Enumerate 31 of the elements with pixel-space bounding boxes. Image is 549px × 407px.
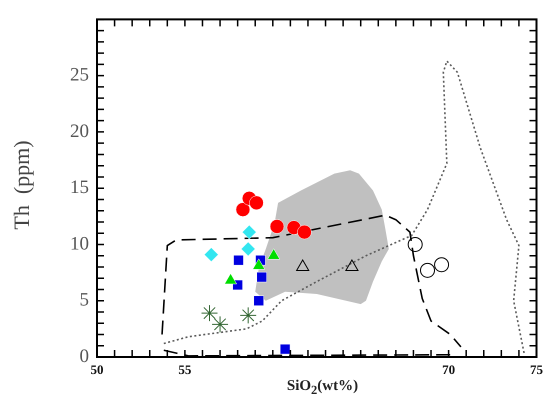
x-tick-label: 70 xyxy=(442,362,456,378)
y-tick-label: 25 xyxy=(70,64,89,86)
x-axis-title: SiO$_{2}$(wt%) xyxy=(286,378,360,398)
point xyxy=(434,257,450,272)
y-tick-label: 5 xyxy=(80,290,89,311)
x-tick-label: 50 xyxy=(90,362,104,378)
y-axis-title: Th (ppm) xyxy=(9,140,35,230)
point xyxy=(408,236,423,252)
point xyxy=(254,296,264,306)
point xyxy=(201,304,218,322)
point xyxy=(240,306,257,324)
point xyxy=(297,224,312,240)
point xyxy=(256,272,267,282)
point xyxy=(270,219,284,234)
line-series xyxy=(161,214,462,348)
line-series xyxy=(163,60,525,354)
y-tick-label: 10 xyxy=(70,233,89,254)
point xyxy=(212,316,229,333)
point xyxy=(420,262,436,278)
x-tick-label: 75 xyxy=(530,362,544,378)
x-tick-label: 55 xyxy=(178,362,192,378)
y-tick-label: 20 xyxy=(70,120,89,142)
point xyxy=(240,242,256,256)
point xyxy=(233,255,244,266)
point xyxy=(242,224,256,240)
y-tick-label: 0 xyxy=(80,346,89,367)
point xyxy=(249,196,264,210)
point xyxy=(204,247,219,262)
point xyxy=(236,202,250,217)
y-tick-label: 15 xyxy=(70,177,89,198)
point xyxy=(280,344,290,354)
